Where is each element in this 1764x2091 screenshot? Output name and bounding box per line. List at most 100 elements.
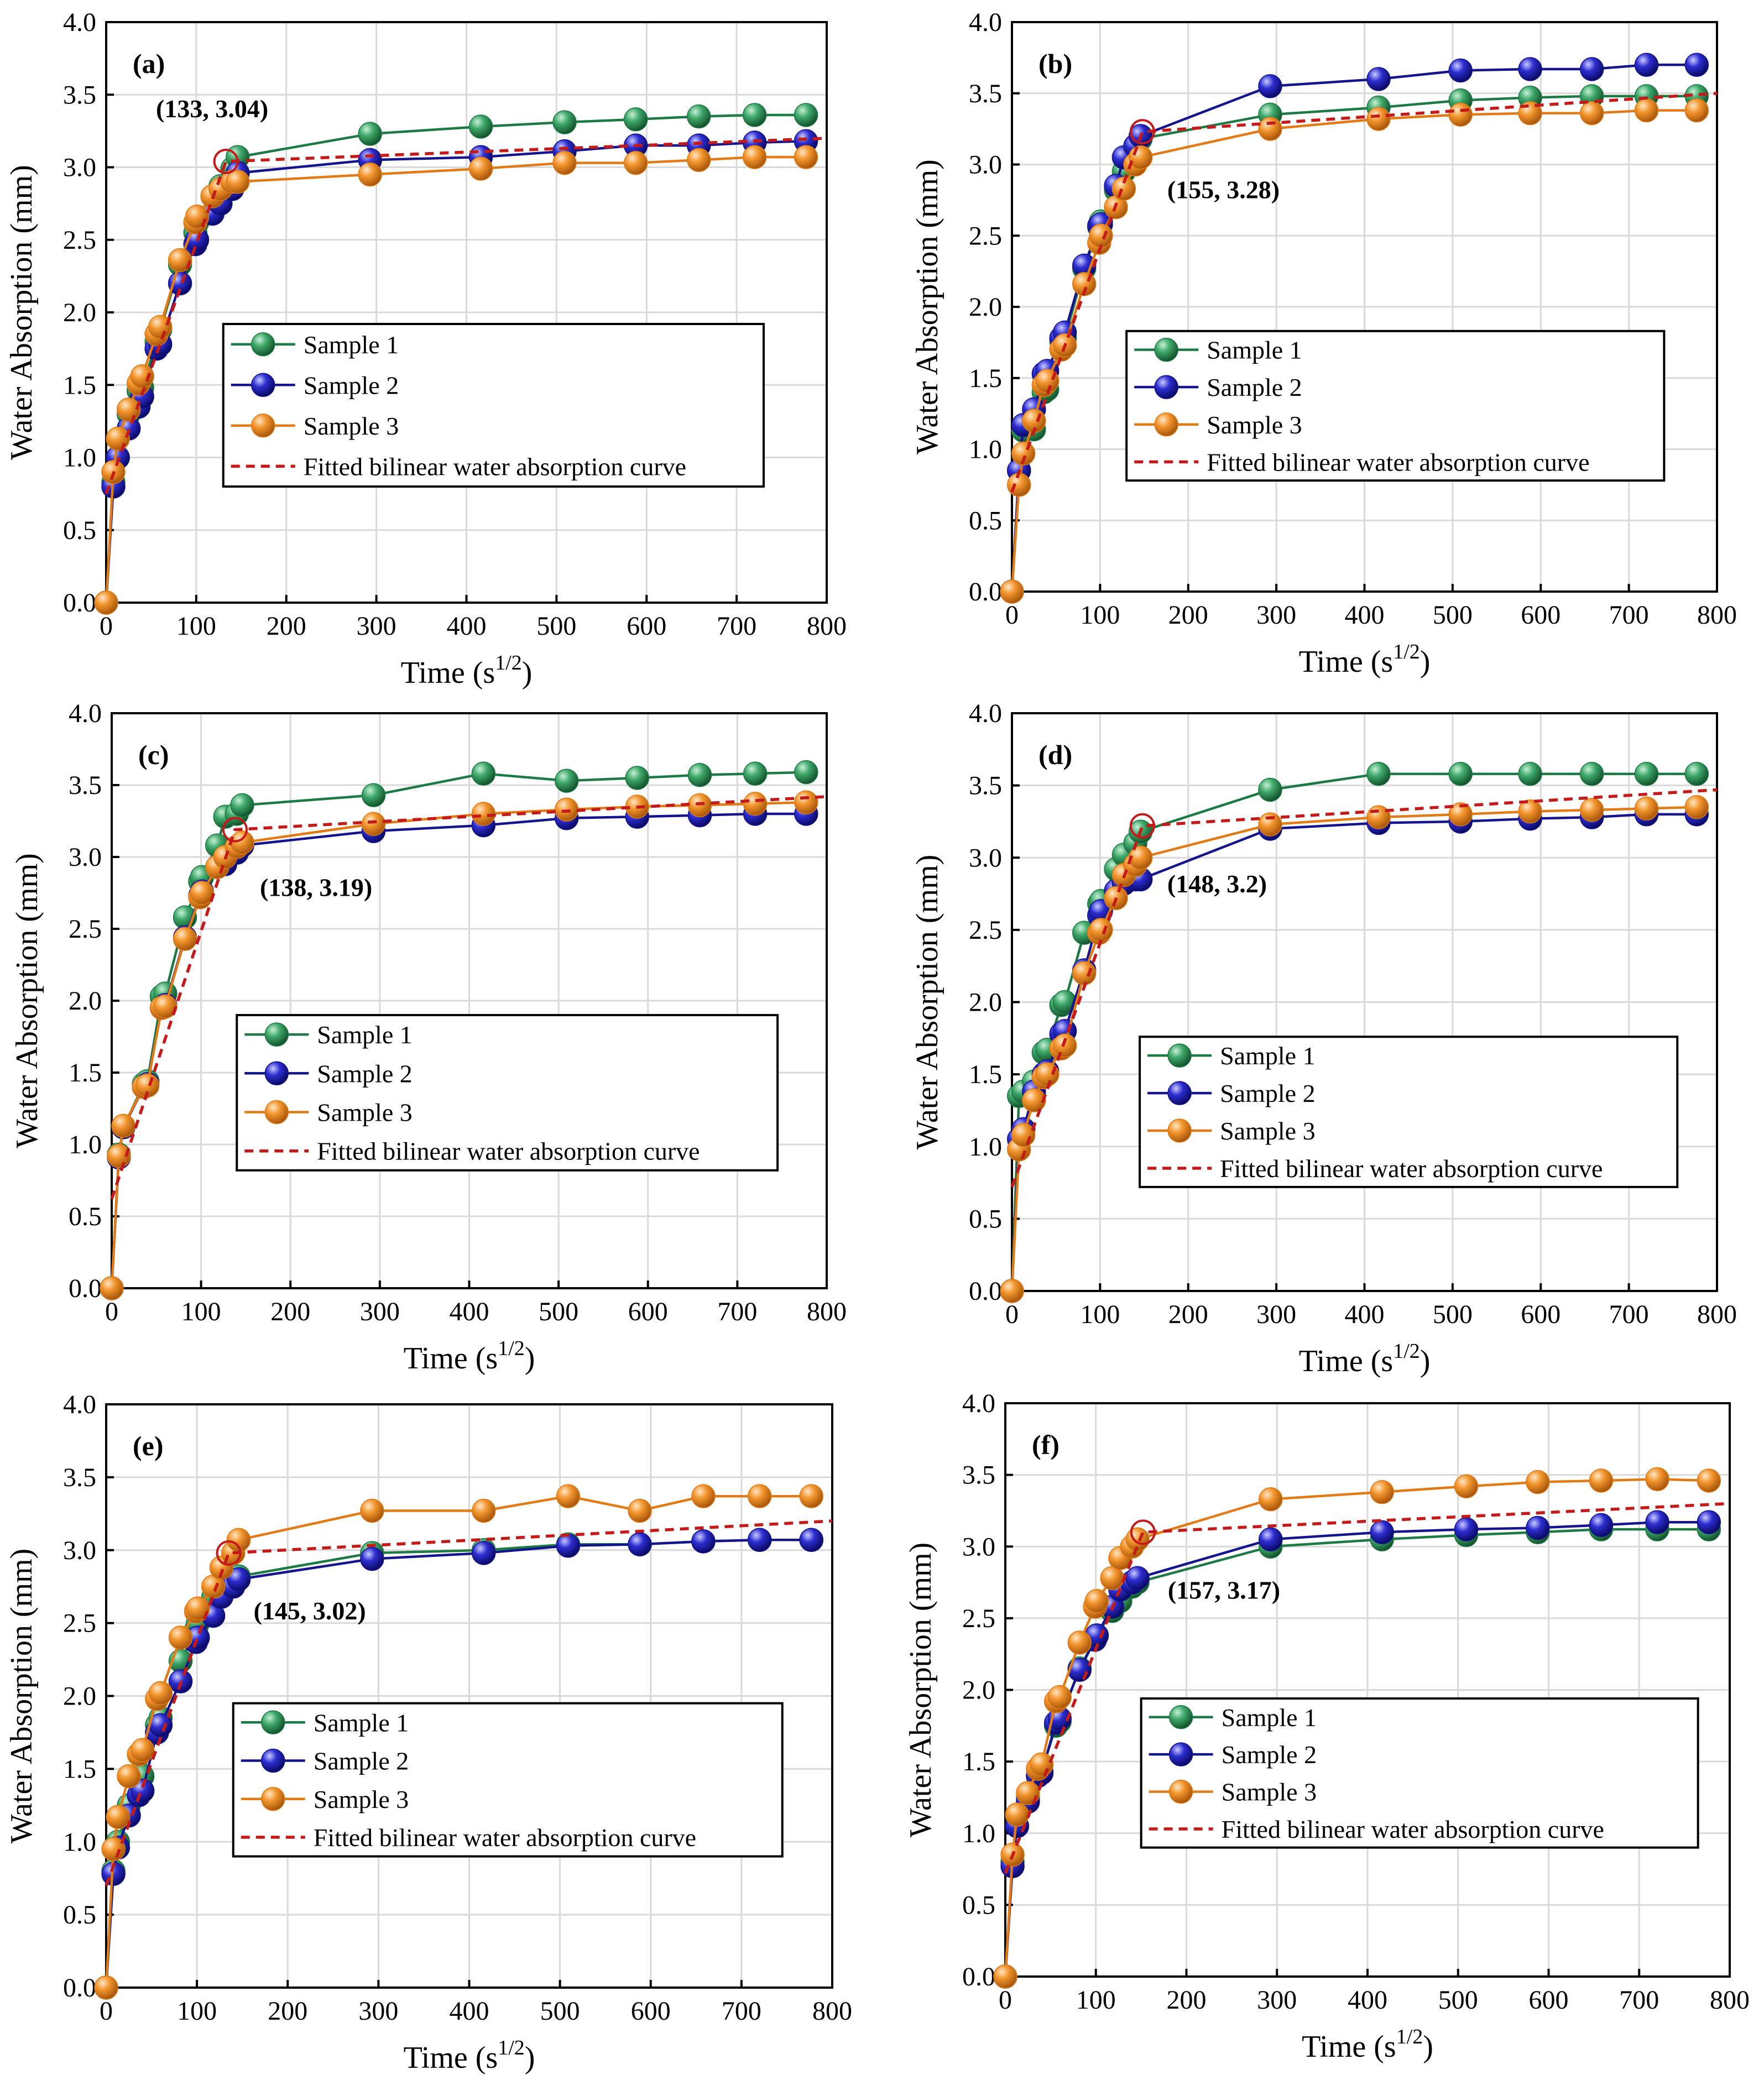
x-axis-label-text: Time (s <box>1299 1344 1394 1378</box>
series-line <box>105 155 806 603</box>
y-tick-label: 0.5 <box>969 506 1002 535</box>
legend-marker <box>250 332 275 357</box>
data-point <box>1259 1527 1283 1552</box>
legend-box <box>1140 1697 1699 1849</box>
panel-label: (b) <box>1038 48 1072 79</box>
chart-panel-4: 0 100 200 300 400 500 600 700 800 0.0 0.5 1.0 1.5 2.0… <box>910 699 1737 1378</box>
legend-label: Sample 1 <box>1207 336 1302 364</box>
fit-line <box>110 795 827 1200</box>
data-point <box>361 812 386 836</box>
legend-entry-3: Sample 3 <box>244 1099 413 1127</box>
data-point <box>743 761 768 786</box>
data-point <box>1448 102 1473 127</box>
data-point <box>1000 579 1024 604</box>
y-tick-label: 2.0 <box>969 988 1002 1017</box>
y-tick-label: 2.0 <box>63 298 96 327</box>
x-tick-label: 700 <box>1619 1985 1659 2015</box>
x-tick-label: 0 <box>100 611 113 641</box>
y-tick-label: 2.5 <box>63 226 96 255</box>
x-tick-label: 700 <box>717 1297 757 1326</box>
legend-label: Sample 2 <box>1220 1079 1315 1107</box>
data-point <box>1526 1515 1550 1540</box>
y-tick-label: 0.0 <box>63 1973 96 2003</box>
x-tick-label: 200 <box>267 611 306 641</box>
x-axis-label-sup: 1/2 <box>498 1337 525 1360</box>
knee-annotation: (157, 3.17) <box>1168 1576 1280 1604</box>
x-tick-label: 300 <box>1256 1300 1296 1329</box>
data-point <box>687 763 712 787</box>
legend-box <box>222 323 765 488</box>
data-point <box>153 994 178 1019</box>
y-tick-label: 4.0 <box>63 1390 96 1419</box>
legend-label: Sample 1 <box>317 1021 412 1049</box>
x-axis-label-sup: 1/2 <box>1393 1340 1420 1363</box>
data-point <box>691 1529 716 1554</box>
data-point <box>625 766 650 790</box>
data-point <box>358 122 382 146</box>
knee-marker <box>222 817 248 843</box>
x-tick-label: 400 <box>450 1996 489 2026</box>
x-axis-label: Time (s1/2) <box>1299 640 1431 679</box>
data-point <box>1366 107 1391 131</box>
data-point <box>130 364 154 389</box>
legend-label: Sample 2 <box>1222 1740 1317 1769</box>
y-tick-label: 3.0 <box>63 153 96 182</box>
y-tick-label: 1.5 <box>962 1747 995 1776</box>
data-point <box>1011 1123 1036 1147</box>
y-tick-label: 1.0 <box>63 1827 96 1857</box>
legend-marker <box>1167 1081 1192 1105</box>
data-point <box>1047 1685 1072 1710</box>
x-axis-label-close: ) <box>1420 645 1431 679</box>
x-tick-label: 800 <box>812 1996 852 2026</box>
panel-label: (c) <box>138 739 169 770</box>
x-axis-label: Time (s1/2) <box>1302 2025 1433 2064</box>
y-tick-label: 2.0 <box>69 986 102 1016</box>
x-axis-label-sup: 1/2 <box>1393 640 1420 663</box>
knee-marker <box>1129 813 1155 839</box>
x-axis-label: Time (s1/2) <box>1299 1340 1431 1378</box>
data-point <box>1634 98 1659 123</box>
x-axis-label-close: ) <box>1423 2030 1433 2064</box>
y-tick-label: 0.0 <box>969 577 1002 607</box>
x-tick-label: 500 <box>1438 1985 1478 2015</box>
x-tick-label: 300 <box>1256 600 1296 630</box>
legend-entry-2: Sample 2 <box>1147 1079 1316 1107</box>
y-tick-label: 3.5 <box>69 771 102 800</box>
legend-entry-1: Sample 1 <box>1134 336 1302 364</box>
legend-label: Fitted bilinear water absorption curve <box>304 452 686 480</box>
y-tick-label: 0.5 <box>63 1900 96 1930</box>
legend-label: Fitted bilinear water absorption curve <box>317 1137 700 1165</box>
data-point <box>173 927 197 951</box>
x-tick-label: 400 <box>1348 1985 1387 2015</box>
data-point <box>1645 1510 1669 1534</box>
x-tick-label: 400 <box>1345 600 1385 630</box>
x-tick-label: 100 <box>1080 600 1120 630</box>
x-axis-label-text: Time (s <box>404 1341 498 1376</box>
legend: Sample 1 Sample 2 Sample 3 Fitted bilinear … <box>1125 330 1666 482</box>
data-point <box>361 783 386 807</box>
series-line <box>1010 806 1697 1292</box>
data-point <box>1579 798 1604 822</box>
data-point <box>230 830 254 855</box>
y-tick-label: 3.0 <box>969 843 1002 872</box>
x-tick-label: 400 <box>447 611 487 641</box>
data-point <box>623 107 648 132</box>
data-point <box>628 1498 652 1523</box>
legend-label: Sample 3 <box>317 1099 412 1127</box>
y-tick-label: 1.5 <box>969 1060 1002 1089</box>
data-point <box>1366 761 1391 786</box>
y-tick-label: 2.5 <box>969 221 1002 250</box>
y-tick-label: 0.5 <box>69 1202 102 1231</box>
panel-label: (f) <box>1032 1429 1060 1460</box>
data-point <box>556 1484 581 1508</box>
x-tick-label: 0 <box>999 1985 1012 2015</box>
legend-marker <box>261 1787 285 1811</box>
x-tick-label: 600 <box>1521 1300 1561 1329</box>
legend-marker <box>261 1748 285 1773</box>
x-tick-label: 200 <box>1168 1300 1208 1329</box>
x-tick-label: 600 <box>1529 1985 1569 2015</box>
data-point <box>623 150 648 175</box>
data-point <box>1634 796 1659 821</box>
data-point <box>686 104 711 129</box>
legend-entry-4: Fitted bilinear water absorption curve <box>1149 1815 1604 1843</box>
